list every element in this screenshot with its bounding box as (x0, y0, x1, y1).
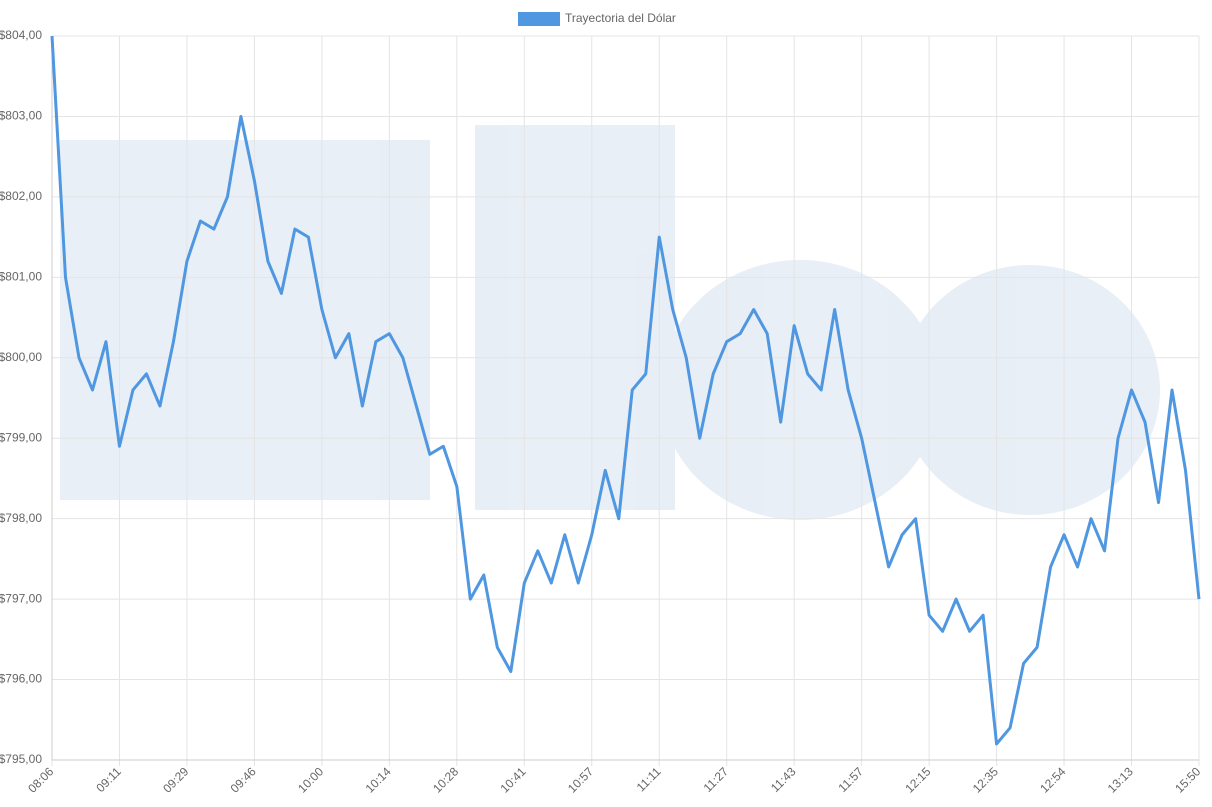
x-tick-label: 10:14 (363, 764, 394, 795)
x-tick-label: 11:11 (634, 764, 664, 794)
x-tick-label: 13:13 (1105, 764, 1136, 795)
y-tick-label: $802,00 (0, 189, 42, 203)
watermark-shape (660, 260, 940, 520)
x-tick-label: 12:15 (902, 764, 933, 795)
x-tick-label: 11:43 (768, 764, 799, 795)
x-tick-label: 11:57 (836, 764, 867, 795)
x-tick-label: 10:41 (498, 764, 529, 795)
y-tick-label: $797,00 (0, 591, 42, 605)
y-tick-label: $799,00 (0, 430, 42, 444)
y-tick-label: $804,00 (0, 28, 42, 42)
watermark (60, 125, 1160, 520)
x-tick-label: 08:06 (25, 764, 56, 795)
y-tick-label: $801,00 (0, 270, 42, 284)
x-tick-label: 15:50 (1172, 764, 1203, 795)
x-tick-label: 10:57 (565, 764, 596, 795)
y-tick-label: $803,00 (0, 109, 42, 123)
x-tick-label: 10:28 (430, 764, 461, 795)
x-tick-label: 09:29 (160, 764, 191, 795)
y-tick-label: $800,00 (0, 350, 42, 364)
y-tick-label: $798,00 (0, 511, 42, 525)
x-tick-label: 09:11 (93, 764, 124, 795)
line (50, 35, 1201, 746)
watermark-shape (60, 140, 430, 500)
watermark-shape (900, 265, 1160, 515)
legend-label: Trayectoria del Dólar (565, 11, 676, 25)
legend-swatch (518, 12, 560, 26)
y-tick-label: $795,00 (0, 752, 42, 766)
x-tick-label: 12:54 (1037, 764, 1068, 795)
x-tick-label: 12:35 (970, 764, 1001, 795)
watermark-shape (475, 125, 675, 510)
x-tick-label: 09:46 (228, 764, 259, 795)
x-tick-label: 10:00 (295, 764, 326, 795)
x-tick-label: 11:27 (701, 764, 732, 795)
y-tick-label: $796,00 (0, 672, 42, 686)
